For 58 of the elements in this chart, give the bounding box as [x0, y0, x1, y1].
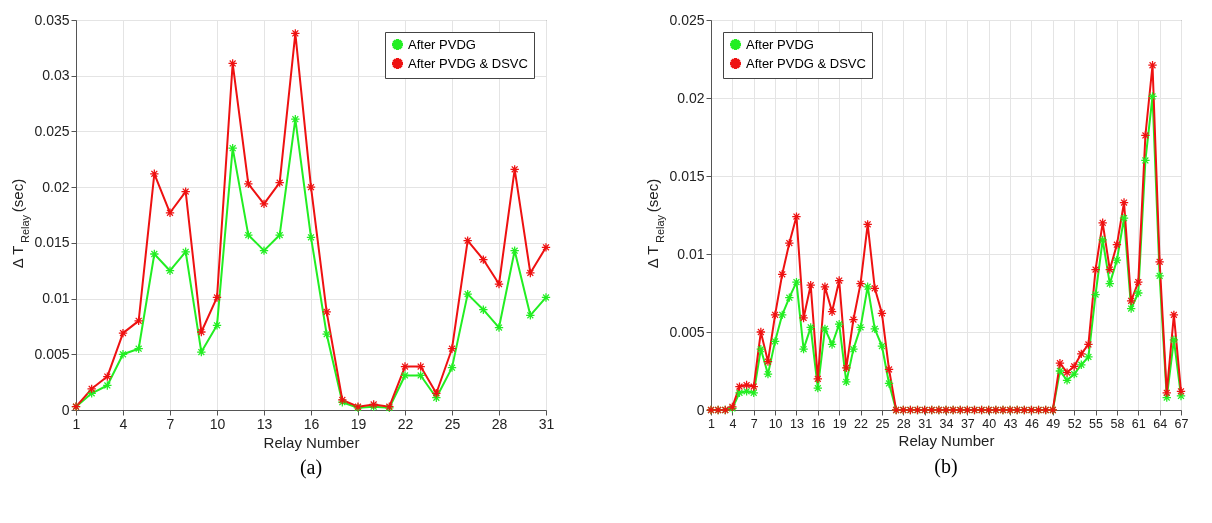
y-tick-label: 0.02 — [42, 178, 70, 195]
x-tick-label: 10 — [209, 415, 226, 432]
x-tick-label: 46 — [1025, 416, 1039, 431]
y-tick-label: 0 — [696, 401, 705, 418]
x-tick-label: 52 — [1067, 416, 1082, 431]
x-tick-label: 49 — [1046, 416, 1061, 431]
y-tick-label: 0.015 — [34, 234, 70, 251]
y-tick-label: 0.005 — [669, 323, 705, 340]
x-tick-label: 64 — [1153, 416, 1168, 431]
x-tick-label: 34 — [939, 416, 954, 431]
y-tick-label: 0.01 — [42, 290, 70, 307]
x-tick-label: 22 — [854, 416, 869, 431]
x-tick-label: 7 — [166, 415, 175, 432]
x-tick-label: 1 — [708, 416, 716, 431]
x-tick-label: 13 — [256, 415, 273, 432]
legend-label: After PVDG — [408, 36, 476, 52]
x-tick-label: 43 — [1003, 416, 1018, 431]
y-tick-label: 0.025 — [669, 11, 705, 28]
y-tick-label: 0.01 — [677, 245, 705, 262]
y-axis-title: Δ TRelay (sec) — [9, 178, 31, 269]
x-tick-label: 16 — [811, 416, 826, 431]
x-tick-label: 31 — [918, 416, 933, 431]
x-tick-label: 13 — [790, 416, 804, 431]
x-tick-label: 4 — [119, 415, 128, 432]
y-axis-title: Δ TRelay (sec) — [644, 178, 666, 269]
x-tick-label: 58 — [1110, 416, 1125, 431]
x-tick-label: 31 — [538, 415, 555, 432]
x-tick-label: 19 — [350, 415, 367, 432]
legend-label: After PVDG & DSVC — [408, 55, 528, 71]
x-tick-label: 16 — [303, 415, 320, 432]
y-tick-label: 0.005 — [34, 345, 70, 362]
y-tick-label: 0 — [61, 401, 70, 418]
y-tick-label: 0.025 — [34, 122, 70, 139]
x-tick-label: 19 — [832, 416, 847, 431]
x-axis-title: Relay Number — [263, 433, 360, 451]
x-tick-label: 22 — [397, 415, 414, 432]
x-tick-label: 28 — [491, 415, 508, 432]
x-tick-label: 1 — [72, 415, 81, 432]
text: (b) — [934, 454, 958, 478]
x-axis-title: Relay Number — [898, 432, 995, 449]
y-tick-label: 0.03 — [42, 67, 70, 84]
x-tick-label: 28 — [896, 416, 911, 431]
x-tick-label: 67 — [1174, 416, 1189, 431]
legend-label: After PVDG — [746, 36, 814, 52]
x-tick-label: 55 — [1089, 416, 1104, 431]
y-tick-label: 0.015 — [669, 167, 705, 184]
y-tick-label: 0.02 — [677, 89, 705, 106]
x-tick-label: 7 — [750, 416, 758, 431]
text: (a) — [299, 456, 323, 479]
x-tick-label: 61 — [1131, 416, 1146, 431]
legend-label: After PVDG & DSVC — [746, 55, 866, 71]
x-tick-label: 4 — [729, 416, 737, 431]
y-tick-label: 0.035 — [34, 11, 70, 28]
x-tick-label: 10 — [768, 416, 783, 431]
x-tick-label: 25 — [444, 415, 461, 432]
x-tick-label: 37 — [960, 416, 975, 431]
x-tick-label: 25 — [875, 416, 890, 431]
x-tick-label: 40 — [982, 416, 997, 431]
